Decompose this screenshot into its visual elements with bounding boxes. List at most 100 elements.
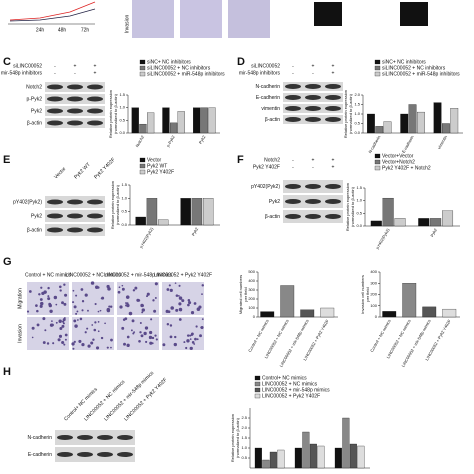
legend-label: siNC+ NC inhibitors <box>382 59 426 65</box>
bar <box>131 107 139 134</box>
cell <box>84 331 87 334</box>
cell <box>95 346 100 350</box>
cell <box>26 310 30 313</box>
y-axis-label: Relative protein expression <box>108 90 113 138</box>
blot-band <box>57 435 73 440</box>
blot-band <box>285 84 301 89</box>
legend-swatch <box>374 159 381 165</box>
legend-swatch <box>139 65 146 71</box>
cell <box>187 303 190 307</box>
cell <box>35 304 38 307</box>
cell <box>131 319 135 323</box>
bar <box>382 311 397 318</box>
curve <box>9 1 96 21</box>
cell <box>62 318 66 322</box>
curve <box>9 8 96 22</box>
cell <box>75 312 78 315</box>
cell <box>130 329 133 332</box>
blot-label: p-Pyk2 <box>26 96 42 102</box>
legend-label: Vector+Notch2 <box>382 159 415 165</box>
blot-band <box>305 214 321 219</box>
condition-sign: + <box>74 63 77 69</box>
bar <box>170 122 178 134</box>
bar <box>277 449 285 469</box>
cell <box>36 323 40 327</box>
cell <box>181 299 185 303</box>
cell <box>100 297 103 300</box>
cell <box>31 336 34 339</box>
cell <box>46 342 50 345</box>
blot-band <box>47 96 63 102</box>
condition-sign: + <box>94 70 97 76</box>
cell <box>139 321 142 325</box>
y-axis-label: Relative protein expression <box>345 183 350 231</box>
legend-swatch <box>139 169 146 175</box>
cell <box>100 336 104 340</box>
bar <box>262 459 270 469</box>
cell <box>178 318 182 321</box>
micrograph <box>180 0 222 38</box>
legend-label: LINC00052 + NC mimics <box>262 381 318 387</box>
cell <box>58 334 63 338</box>
blot-band <box>97 435 113 440</box>
blot-band <box>67 199 83 205</box>
cell <box>110 338 113 342</box>
bar <box>382 197 394 227</box>
cell <box>87 309 89 312</box>
time-label: 48h <box>58 27 67 33</box>
y-tick-label: 0.5 <box>356 210 362 215</box>
legend-swatch <box>374 65 381 71</box>
cell <box>61 340 65 345</box>
condition-sign: + <box>332 70 335 76</box>
blot-band <box>47 199 63 205</box>
condition-label: mir-548p inhibitors <box>1 70 43 76</box>
blot-label: E-cadherin <box>28 452 52 458</box>
y-axis-label: (normalized to β-actin) <box>115 184 120 225</box>
y-axis-label: (normalized to β-actin) <box>113 93 118 134</box>
cell <box>106 307 111 312</box>
cell <box>121 284 124 287</box>
cell <box>55 303 58 306</box>
blot-label: N-cadherin <box>256 84 281 90</box>
micrograph <box>117 317 159 350</box>
cell <box>140 303 144 308</box>
bar <box>260 311 275 318</box>
cell <box>91 324 94 326</box>
cell <box>109 305 113 308</box>
legend-label: LINC00052 + Pyk2 Y402F <box>262 393 320 399</box>
cell <box>63 302 67 306</box>
y-tick-label: 0.0 <box>354 130 360 135</box>
blot-band <box>57 452 73 457</box>
condition-sign: - <box>312 164 314 170</box>
blot-label: Notch2 <box>26 84 42 90</box>
legend-label: LINC00052 + mir-548p mimics <box>262 387 330 393</box>
condition-sign: - <box>54 70 56 76</box>
cell <box>125 295 130 299</box>
bar <box>342 417 350 469</box>
bar <box>349 443 357 469</box>
blot-band <box>47 227 63 233</box>
cell <box>43 290 47 294</box>
cell <box>183 341 186 344</box>
cell <box>144 326 149 330</box>
cell <box>174 335 177 339</box>
legend-label: siLINC00052 + miR-548p inhibitors <box>147 71 225 77</box>
blot-band <box>117 435 133 440</box>
cell <box>99 309 102 312</box>
x-tick-label: Pyk2 <box>191 226 200 237</box>
blot-band <box>285 106 301 111</box>
legend-label: siLINC00052 + NC inhibitors <box>147 65 211 71</box>
blot-band <box>77 452 93 457</box>
blot-band <box>325 84 341 89</box>
row-label: Invasion <box>17 324 23 343</box>
y-axis-label: Invasion cell numbers <box>360 275 365 314</box>
condition-sign: + <box>332 164 335 170</box>
blot-band <box>47 213 63 219</box>
y-tick-label: 300 <box>248 287 255 292</box>
cell <box>72 347 75 350</box>
blot-band <box>325 214 341 219</box>
y-tick-label: 500 <box>248 269 255 274</box>
bar <box>300 309 315 318</box>
blot-label: β-actin <box>27 120 42 126</box>
